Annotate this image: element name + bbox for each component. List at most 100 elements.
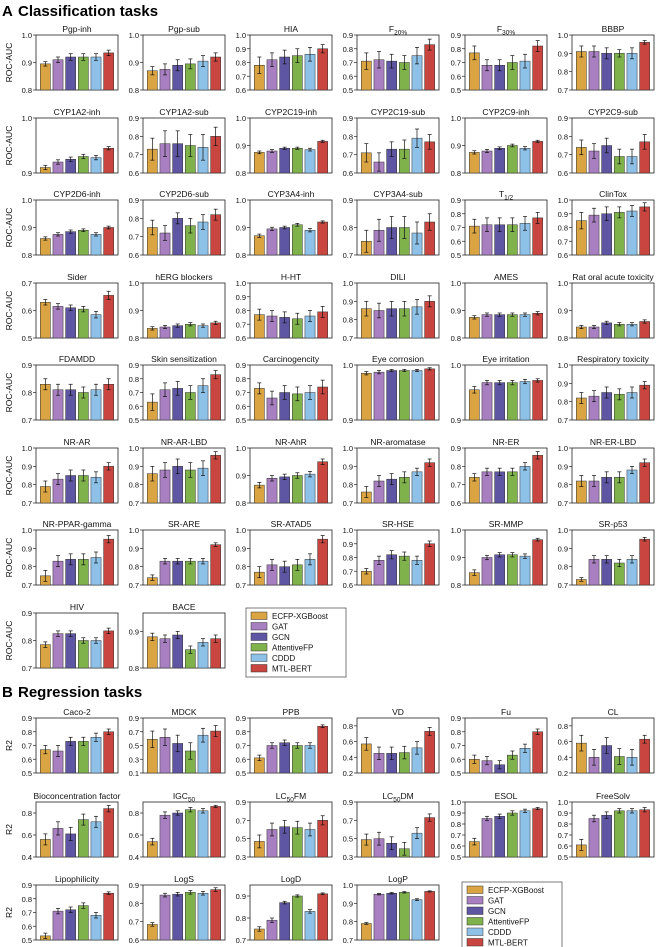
legend-label: MTL-BERT <box>272 665 312 674</box>
bar-gat <box>266 919 278 941</box>
y-tick-label: 0.7 <box>558 581 568 590</box>
y-tick-label: 0.7 <box>236 816 246 825</box>
legend-label: CDDD <box>488 928 511 937</box>
bar-attentivefp <box>185 560 196 586</box>
bar-mtl-bert <box>639 321 650 339</box>
panel-title-main: CYP2C19-sub <box>371 107 426 117</box>
bar-mtl-bert <box>210 322 221 339</box>
section-b-letter: B <box>2 684 13 701</box>
bar-attentivefp <box>185 324 196 339</box>
bar-gcn <box>601 814 612 858</box>
y-tick-label: 0.7 <box>236 581 246 590</box>
bar-gat <box>159 894 171 941</box>
bar-gcn <box>279 227 290 256</box>
y-tick-label: 0.8 <box>22 389 32 398</box>
legend-label: MTL-BERT <box>488 939 528 947</box>
bar-attentivefp <box>507 471 518 504</box>
bar-attentivefp <box>507 145 518 174</box>
panel-herg-blockers: hERG blockers 0.8 0.9 1.0 <box>129 272 226 343</box>
plot-frame <box>35 117 119 174</box>
y-tick-label: 0.4 <box>129 853 139 862</box>
panel-sr-mmp: SR-MMP 0.8 0.9 1.0 <box>451 519 548 590</box>
panel-title-main: NR-AR-LBD <box>161 437 207 447</box>
bar-attentivefp <box>292 745 303 774</box>
y-tick-label: 0.9 <box>22 544 32 553</box>
bar-mtl-bert <box>317 893 328 941</box>
plot-frame <box>571 364 655 421</box>
y-tick-label: 0.7 <box>451 59 461 68</box>
y-tick-label: 0.8 <box>343 554 353 563</box>
bar-attentivefp <box>399 892 410 941</box>
y-tick-label: 0.8 <box>129 86 139 95</box>
plot-frame <box>142 199 226 256</box>
y-tick-label: 1.0 <box>558 361 568 370</box>
y-axis-label: ROC-AUC <box>4 373 14 413</box>
y-tick-label: 0.7 <box>129 389 139 398</box>
y-tick-label: 0.5 <box>129 742 139 751</box>
bar-cddd <box>90 234 102 256</box>
bar-gat <box>373 371 385 421</box>
panel-title-main: SR-MMP <box>489 519 524 529</box>
bar-ecfp-xgboost <box>147 636 158 669</box>
panel-title: CL <box>608 707 619 717</box>
plot-frame <box>464 364 548 421</box>
panel-title-main: ESOL <box>495 791 518 801</box>
bar-mtl-bert <box>103 808 114 858</box>
bar-mtl-bert <box>103 893 114 941</box>
panel-title: AMES <box>494 272 518 282</box>
plot-frame <box>464 801 548 858</box>
y-tick-label: 0.8 <box>22 481 32 490</box>
panel-igc-50: IGC50 0.4 0.6 0.8 <box>129 791 226 862</box>
bar-cddd <box>519 148 531 174</box>
panel-title: SR-ATAD5 <box>271 519 312 529</box>
bar-mtl-bert <box>210 374 221 421</box>
panel-sider: Sider 0.5 0.6 0.7 ROC-AUC <box>4 272 119 343</box>
panel-title: PPB <box>282 707 299 717</box>
y-tick-label: 0.9 <box>22 609 32 618</box>
y-tick-label: 0.8 <box>22 809 32 818</box>
panel-title: CYP2D6-inh <box>53 189 101 199</box>
panel-title: CYP3A4-inh <box>268 189 315 199</box>
bar-cddd <box>197 893 209 941</box>
bar-gcn <box>65 909 76 941</box>
y-tick-label: 0.7 <box>129 151 139 160</box>
bar-gat <box>481 818 493 858</box>
bar-mtl-bert <box>317 221 328 256</box>
panel-esol: ESOL 0.5 0.6 0.7 0.8 0.9 1.0 <box>451 791 548 862</box>
y-tick-label: 0.6 <box>236 334 246 343</box>
y-tick-label: 0.8 <box>451 45 461 54</box>
bar-gat <box>52 234 64 256</box>
plot-frame <box>571 717 655 774</box>
y-tick-label: 0.6 <box>343 72 353 81</box>
bar-ecfp-xgboost <box>469 152 480 174</box>
bar-mtl-bert <box>317 48 328 91</box>
bar-mtl-bert <box>210 544 221 586</box>
panel-title: Bioconcentration factor <box>34 791 121 801</box>
panel-title-main: LogS <box>174 874 194 884</box>
y-tick-label: 0.7 <box>22 279 32 288</box>
panel-pgp-inh: Pgp-inh 0.8 0.9 1.0 ROC-AUC <box>4 24 119 95</box>
bar-mtl-bert <box>532 45 543 91</box>
bar-mtl-bert <box>639 809 650 858</box>
y-tick-label: 0.6 <box>558 842 568 851</box>
panel-title: MDCK <box>171 707 196 717</box>
panel-title-main: FreeSolv <box>596 791 631 801</box>
bar-gcn <box>172 634 183 669</box>
panel-title: NR-ER <box>493 437 520 447</box>
bar-attentivefp <box>399 370 410 421</box>
y-tick-label: 0.5 <box>236 416 246 425</box>
legend-swatch-cddd <box>250 653 268 662</box>
panel-bioconcentration-factor: Bioconcentration factor 0.4 0.6 0.8 R2 <box>4 791 121 862</box>
panel-cyp3a4-inh: CYP3A4-inh 0.8 0.9 1.0 <box>236 189 333 260</box>
y-tick-label: 0.9 <box>236 224 246 233</box>
y-tick-label: 0.8 <box>236 499 246 508</box>
panel-title-main: MDCK <box>171 707 196 717</box>
panel-title-main: SR-ARE <box>168 519 200 529</box>
y-tick-label: 0.5 <box>343 86 353 95</box>
y-tick-label: 0.8 <box>343 45 353 54</box>
bar-gat <box>52 910 64 941</box>
plot-frame <box>142 612 226 669</box>
panel-title: hERG blockers <box>155 272 212 282</box>
bar-cddd <box>411 471 423 504</box>
